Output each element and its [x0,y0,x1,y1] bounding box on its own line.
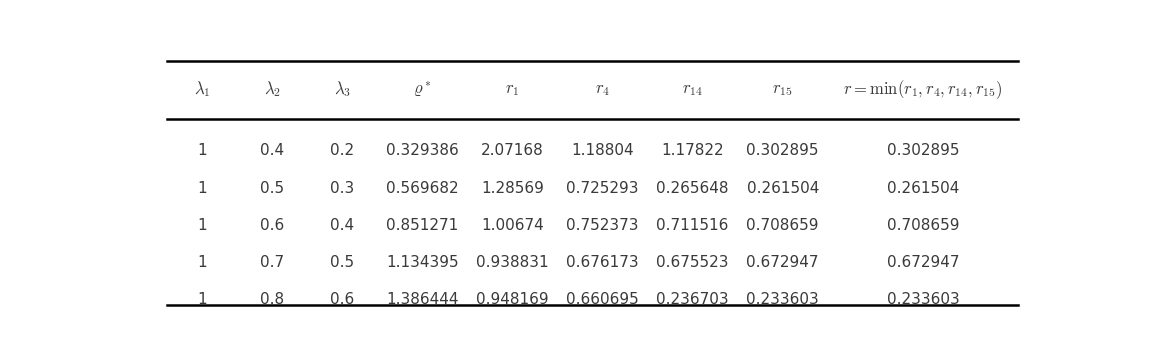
Text: 0.7: 0.7 [260,255,284,269]
Text: $r_1$: $r_1$ [505,80,519,98]
Text: 0.660695: 0.660695 [566,292,639,307]
Text: 0.672947: 0.672947 [747,255,818,269]
Text: 0.948169: 0.948169 [476,292,549,307]
Text: 1.17822: 1.17822 [661,143,724,158]
Text: 0.329386: 0.329386 [386,143,459,158]
Text: 0.236703: 0.236703 [657,292,729,307]
Text: 1: 1 [198,255,207,269]
Text: 0.851271: 0.851271 [386,218,459,232]
Text: 0.5: 0.5 [331,255,354,269]
Text: 0.302895: 0.302895 [887,143,959,158]
Text: 0.569682: 0.569682 [386,180,459,195]
Text: 0.725293: 0.725293 [566,180,639,195]
Text: 0.233603: 0.233603 [887,292,959,307]
Text: 0.265648: 0.265648 [657,180,728,195]
Text: 0.708659: 0.708659 [887,218,959,232]
Text: 1: 1 [198,143,207,158]
Text: $r = \mathrm{min}(r_1, r_4, r_{14}, r_{15})$: $r = \mathrm{min}(r_1, r_4, r_{14}, r_{1… [843,78,1002,101]
Text: 1.134395: 1.134395 [386,255,459,269]
Text: $r_4$: $r_4$ [595,80,610,98]
Text: 0.261504: 0.261504 [747,180,818,195]
Text: 0.6: 0.6 [329,292,354,307]
Text: $\lambda_1$: $\lambda_1$ [194,79,210,99]
Text: 1.28569: 1.28569 [481,180,543,195]
Text: 0.8: 0.8 [260,292,284,307]
Text: 0.6: 0.6 [260,218,284,232]
Text: 1: 1 [198,180,207,195]
Text: 0.261504: 0.261504 [887,180,959,195]
Text: $\varrho^*$: $\varrho^*$ [413,79,431,99]
Text: 0.752373: 0.752373 [566,218,639,232]
Text: $\lambda_2$: $\lambda_2$ [264,79,281,99]
Text: 1: 1 [198,218,207,232]
Text: 0.676173: 0.676173 [566,255,639,269]
Text: 0.708659: 0.708659 [747,218,818,232]
Text: 0.302895: 0.302895 [747,143,818,158]
Text: 1.00674: 1.00674 [481,218,543,232]
Text: 0.2: 0.2 [331,143,354,158]
Text: 0.5: 0.5 [260,180,284,195]
Text: 0.938831: 0.938831 [476,255,549,269]
Text: 0.4: 0.4 [331,218,354,232]
Text: 2.07168: 2.07168 [481,143,543,158]
Text: 0.672947: 0.672947 [887,255,959,269]
Text: $r_{14}$: $r_{14}$ [682,80,703,98]
Text: $r_{15}$: $r_{15}$ [772,80,793,98]
Text: 0.233603: 0.233603 [747,292,820,307]
Text: 1.18804: 1.18804 [571,143,633,158]
Text: 0.3: 0.3 [329,180,354,195]
Text: 0.4: 0.4 [260,143,284,158]
Text: 1.386444: 1.386444 [386,292,459,307]
Text: 0.675523: 0.675523 [657,255,728,269]
Text: 0.711516: 0.711516 [657,218,728,232]
Text: $\lambda_3$: $\lambda_3$ [334,79,350,99]
Text: 1: 1 [198,292,207,307]
